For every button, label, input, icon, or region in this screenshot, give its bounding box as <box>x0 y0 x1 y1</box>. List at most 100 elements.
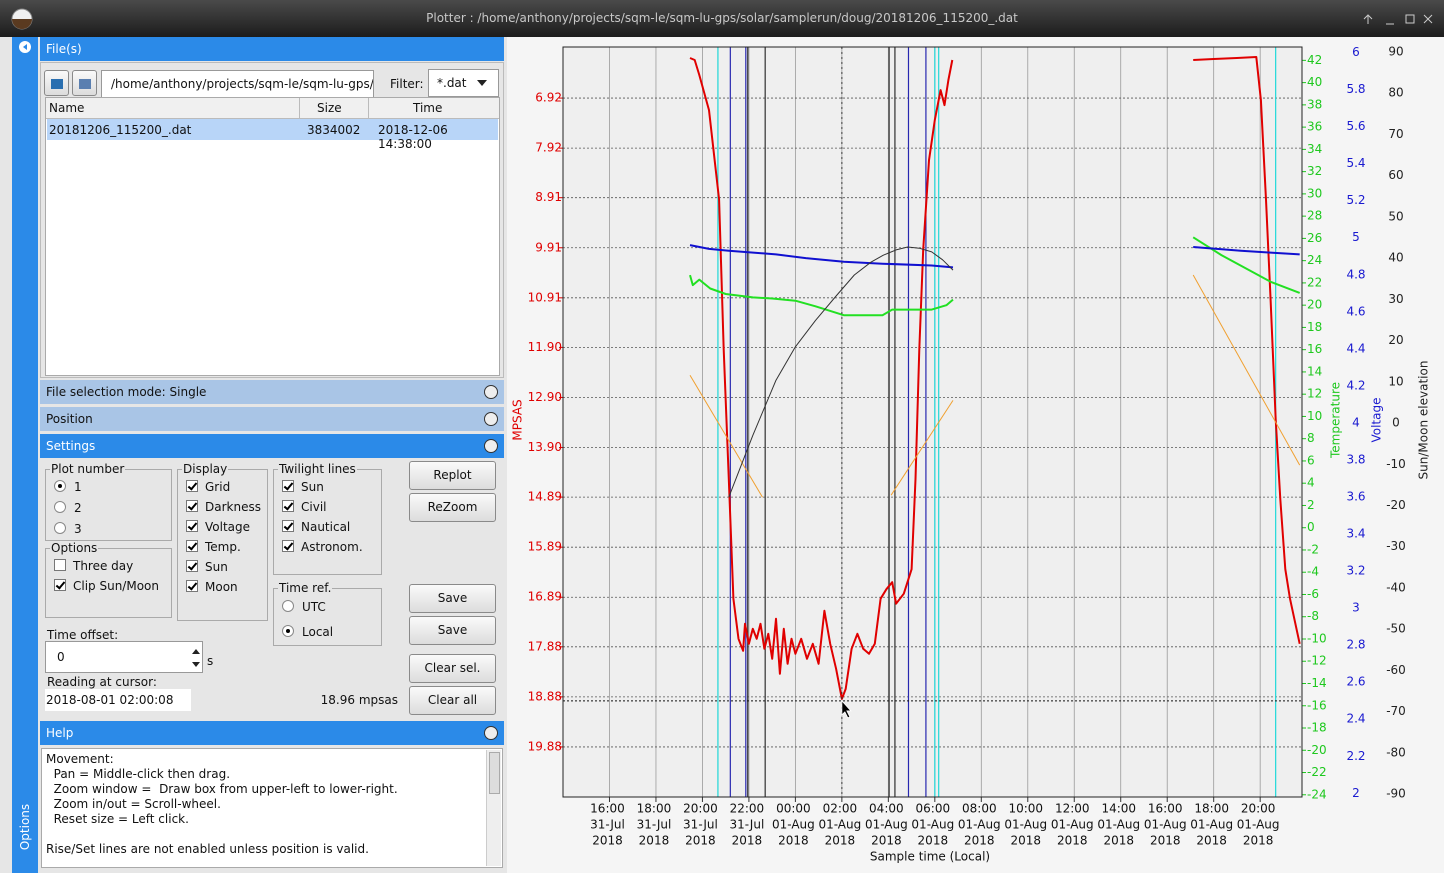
checkbox[interactable]: Voltage <box>186 519 250 535</box>
header-text: Settings <box>46 439 96 453</box>
app-icon <box>11 8 33 30</box>
y-tick-label: 5.4 <box>1346 156 1365 170</box>
list-button[interactable] <box>72 70 97 96</box>
checkbox[interactable]: Moon <box>186 579 238 595</box>
button[interactable]: Clear all <box>409 686 496 715</box>
time-offset-spinbox[interactable]: 0 <box>45 641 203 673</box>
filter-combo[interactable]: *.dat <box>428 69 499 97</box>
check-box[interactable] <box>282 540 294 552</box>
checkbox-label: Three day <box>73 559 134 573</box>
y-tick-label: 12.90 <box>528 390 562 404</box>
x-tick-label: 04:00 <box>869 802 904 816</box>
check-box[interactable] <box>282 520 294 532</box>
file-selection-header[interactable]: File selection mode: Single <box>40 380 504 404</box>
expand-button[interactable] <box>484 385 498 399</box>
x-tick-label: 01-Aug <box>1097 818 1140 832</box>
position-header[interactable]: Position <box>40 407 504 431</box>
help-scrollbar[interactable] <box>486 750 501 866</box>
up-dir-button[interactable] <box>44 70 69 96</box>
options-group: Options Three day Clip Sun/Moon <box>45 541 172 618</box>
checkbox[interactable]: Darkness <box>186 499 261 515</box>
checkbox[interactable]: Astronom. <box>282 539 363 555</box>
radio-button[interactable]: 2 <box>54 500 82 516</box>
settings-header[interactable]: Settings <box>40 434 504 458</box>
y-tick-label: -18 <box>1307 721 1327 735</box>
radio-button[interactable]: 1 <box>54 479 82 495</box>
check-box[interactable] <box>186 500 198 512</box>
options-sidebar[interactable]: Options <box>12 37 38 873</box>
y-tick-label: 17.88 <box>528 639 562 653</box>
check-box[interactable] <box>54 579 66 591</box>
y-tick-label: 2.8 <box>1346 638 1365 652</box>
column-header[interactable]: Name <box>49 101 85 115</box>
spin-arrows[interactable] <box>192 649 200 667</box>
y-tick-label: 4.8 <box>1346 267 1365 281</box>
checkbox[interactable]: Temp. <box>186 539 241 555</box>
radio-button[interactable]: UTC <box>282 599 326 615</box>
header-text: Position <box>46 412 93 426</box>
button[interactable]: Clear sel. <box>409 654 496 683</box>
x-tick-label: 01-Aug <box>1144 818 1187 832</box>
x-tick-label: 01-Aug <box>1237 818 1280 832</box>
checkbox[interactable]: Clip Sun/Moon <box>54 578 159 594</box>
collapse-button[interactable] <box>484 439 498 453</box>
checkbox[interactable]: Sun <box>282 479 324 495</box>
x-tick-label: 2018 <box>1103 834 1134 848</box>
checkbox[interactable]: Nautical <box>282 519 350 535</box>
file-list[interactable]: Name Size Time 20181206_115200_.dat 3834… <box>45 97 500 376</box>
collapse-icon[interactable] <box>18 40 32 54</box>
button[interactable]: Save <box>409 584 496 613</box>
column-header[interactable]: Time <box>413 101 443 115</box>
window-controls[interactable] <box>1362 12 1438 26</box>
display-group: Display Grid Darkness Voltage Temp. Sun Moon <box>177 462 268 621</box>
time-offset-label: Time offset: <box>47 628 119 642</box>
button[interactable]: Save <box>409 616 496 645</box>
button[interactable]: ReZoom <box>409 493 496 522</box>
check-box[interactable] <box>186 480 198 492</box>
expand-button[interactable] <box>484 412 498 426</box>
x-tick-label: 2018 <box>918 834 949 848</box>
help-line: Zoom in/out = Scroll-wheel. <box>46 797 221 811</box>
y-tick-label: 22 <box>1307 275 1322 289</box>
x-tick-label: 14:00 <box>1101 802 1136 816</box>
checkbox-label: Sun <box>205 560 228 574</box>
y-tick-label: 5.2 <box>1346 193 1365 207</box>
y-tick-label: 6 <box>1307 453 1315 467</box>
check-box[interactable] <box>282 500 294 512</box>
y-tick-label: 24 <box>1307 253 1322 267</box>
time-ref-group: Time ref. UTC Local <box>273 581 382 646</box>
check-box[interactable] <box>186 520 198 532</box>
file-row[interactable]: 20181206_115200_.dat 3834002 2018-12-06 … <box>47 119 498 151</box>
radio-dot[interactable] <box>54 480 66 492</box>
button[interactable]: Replot <box>409 461 496 490</box>
x-tick-label: 01-Aug <box>1051 818 1094 832</box>
radio-button[interactable]: 3 <box>54 521 82 537</box>
radio-dot[interactable] <box>282 600 294 612</box>
check-box[interactable] <box>54 559 66 571</box>
column-header[interactable]: Size <box>317 101 342 115</box>
radio-button[interactable]: Local <box>282 624 333 640</box>
radio-dot[interactable] <box>282 625 294 637</box>
checkbox[interactable]: Three day <box>54 558 133 574</box>
checkbox[interactable]: Sun <box>186 559 228 575</box>
group-title: Display <box>182 462 229 476</box>
radio-dot[interactable] <box>54 501 66 513</box>
check-box[interactable] <box>186 540 198 552</box>
y-tick-label: 34 <box>1307 142 1322 156</box>
checkbox[interactable]: Civil <box>282 499 326 515</box>
files-header[interactable]: File(s) <box>40 37 504 61</box>
scroll-thumb[interactable] <box>489 752 500 794</box>
radio-label: 2 <box>74 501 82 515</box>
path-field[interactable]: /home/anthony/projects/sqm-le/sqm-lu-gps… <box>101 70 374 98</box>
plot-area[interactable]: 16:0031-Jul201818:0031-Jul201820:0031-Ju… <box>507 37 1444 873</box>
radio-dot[interactable] <box>54 522 66 534</box>
check-box[interactable] <box>186 560 198 572</box>
check-box[interactable] <box>282 480 294 492</box>
check-box[interactable] <box>186 580 198 592</box>
y-tick-label: -10 <box>1386 457 1406 471</box>
help-header[interactable]: Help <box>40 721 504 745</box>
collapse-button[interactable] <box>484 726 498 740</box>
checkbox[interactable]: Grid <box>186 479 230 495</box>
y-axis-label: Temperature <box>1329 382 1343 459</box>
y-tick-label: 19.88 <box>528 739 562 753</box>
